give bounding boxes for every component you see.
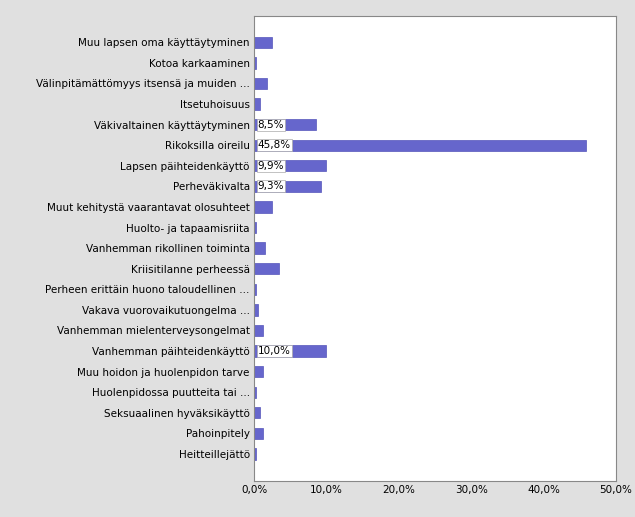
Bar	[254, 119, 316, 130]
Bar	[254, 222, 256, 233]
Text: 9,3%: 9,3%	[258, 181, 284, 191]
Text: 9,9%: 9,9%	[258, 161, 284, 171]
Bar	[254, 37, 272, 48]
Text: 10,0%: 10,0%	[258, 346, 290, 356]
Text: 8,5%: 8,5%	[258, 119, 284, 130]
Bar	[254, 140, 585, 151]
Bar	[254, 263, 279, 275]
Bar	[254, 160, 326, 172]
Bar	[254, 98, 260, 110]
Text: 45,8%: 45,8%	[258, 140, 291, 150]
Bar	[254, 78, 267, 89]
Bar	[254, 284, 256, 295]
Bar	[254, 57, 256, 69]
Bar	[254, 387, 256, 398]
Bar	[254, 201, 272, 212]
Bar	[254, 366, 264, 377]
Bar	[254, 448, 256, 460]
Bar	[254, 181, 321, 192]
Bar	[254, 407, 260, 418]
Bar	[254, 242, 265, 254]
Bar	[254, 304, 258, 315]
Bar	[254, 428, 264, 439]
Bar	[254, 345, 326, 357]
Bar	[254, 325, 264, 336]
